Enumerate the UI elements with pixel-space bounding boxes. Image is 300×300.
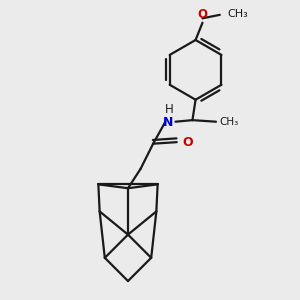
- Text: O: O: [197, 8, 208, 21]
- Text: CH₃: CH₃: [219, 117, 238, 127]
- Text: N: N: [163, 116, 173, 128]
- Text: H: H: [165, 103, 173, 116]
- Text: CH₃: CH₃: [227, 9, 248, 19]
- Text: O: O: [182, 136, 193, 148]
